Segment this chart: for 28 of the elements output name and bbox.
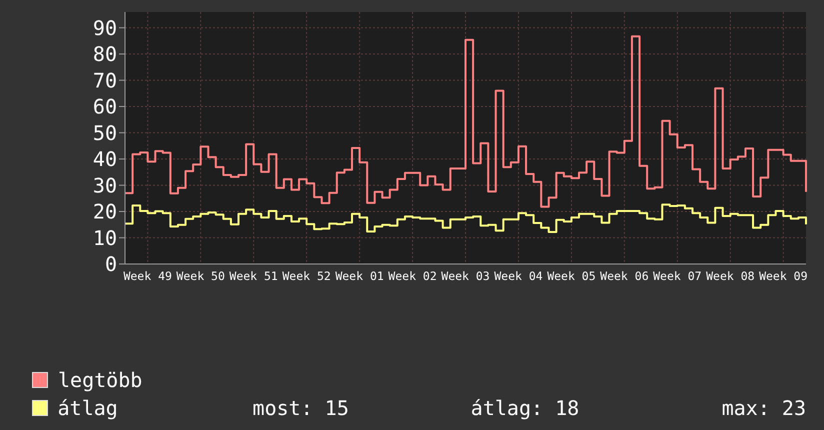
x-tick-label: Week 49 <box>123 269 172 284</box>
y-tick-label: 30 <box>92 173 117 198</box>
y-tick-label: 70 <box>92 68 117 92</box>
y-tick-label: 10 <box>92 226 117 250</box>
x-tick-label: Week 09 <box>759 269 808 284</box>
x-tick-label: Week 03 <box>441 269 490 284</box>
x-tick-label: Week 07 <box>653 269 702 284</box>
text: max: 23 <box>720 396 806 420</box>
x-tick-label: Week 05 <box>547 269 596 284</box>
text: átlag: 18 <box>470 396 580 420</box>
y-tick-label: 20 <box>92 200 117 224</box>
x-tick-label: Week 06 <box>600 269 649 284</box>
x-tick-label: Week 08 <box>706 269 755 284</box>
x-tick-label: Week 51 <box>229 269 278 284</box>
y-tick-label: 0 <box>104 252 117 276</box>
y-tick-label: 50 <box>92 120 117 145</box>
y-tick-label: 80 <box>92 42 117 66</box>
x-tick-label: Week 01 <box>335 269 384 284</box>
x-tick-label: Week 04 <box>494 269 543 284</box>
legend-label: átlag <box>58 396 119 420</box>
x-tick-label: Week 02 <box>388 269 437 284</box>
legend-label: legtöbb <box>58 368 144 392</box>
y-tick-label: 60 <box>92 94 117 119</box>
y-tick-label: 40 <box>92 147 117 172</box>
x-tick-label: Week 50 <box>176 269 225 284</box>
y-tick-label: 90 <box>92 16 117 40</box>
x-tick-label: Week 52 <box>282 269 331 284</box>
text: most: 15 <box>252 396 350 420</box>
